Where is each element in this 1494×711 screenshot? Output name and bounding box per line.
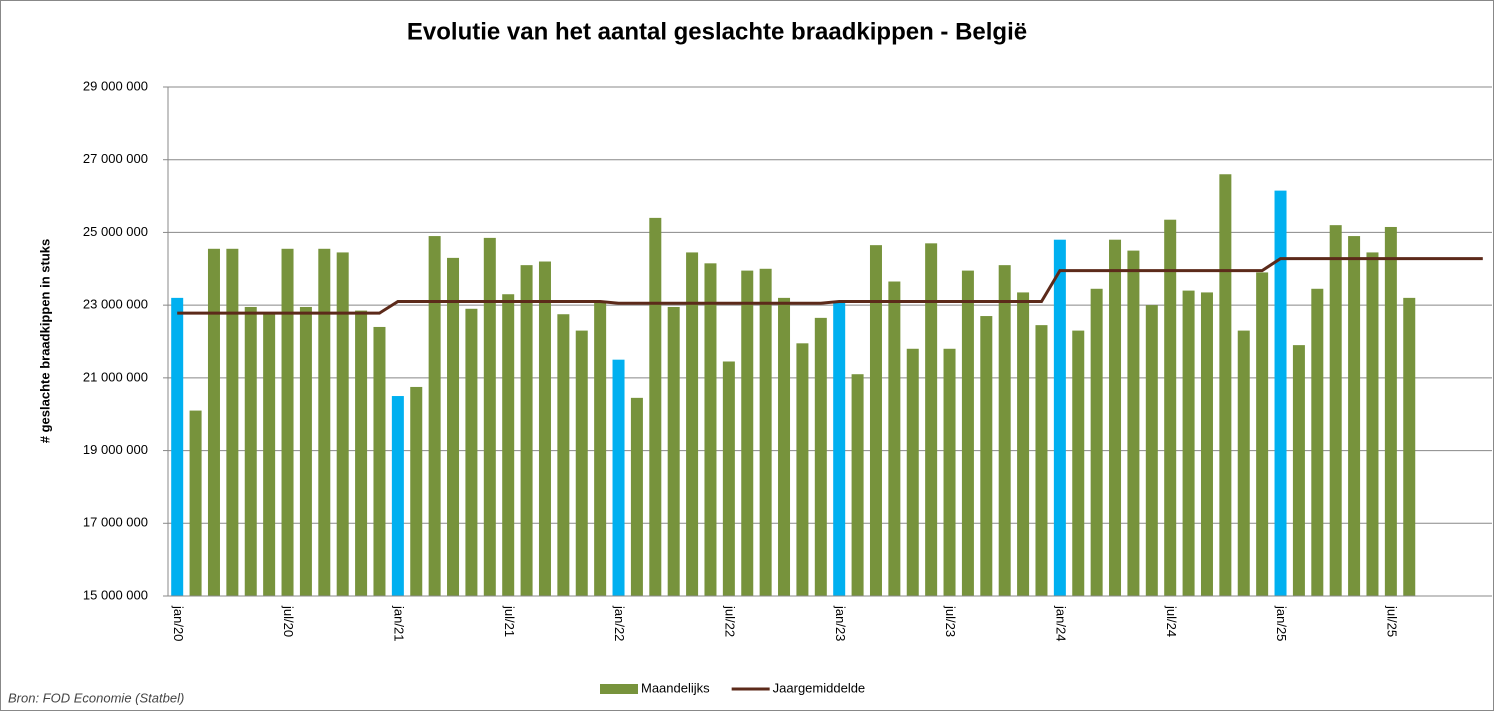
bar: [575, 330, 588, 596]
y-tick-label: 27 000 000: [83, 151, 148, 166]
bar: [961, 270, 974, 596]
bar: [1053, 239, 1066, 596]
bar: [1109, 239, 1122, 596]
bar: [1072, 330, 1085, 596]
x-tick-label: jan/23: [833, 605, 848, 641]
bar: [1127, 250, 1140, 596]
bar: [207, 248, 220, 596]
bar: [410, 386, 423, 596]
bar: [612, 359, 625, 596]
bar: [759, 268, 772, 596]
bar: [1384, 226, 1397, 596]
bar: [980, 316, 993, 596]
bar: [833, 301, 846, 596]
bar: [869, 245, 882, 596]
x-tick-label: jul/22: [722, 605, 737, 637]
bar: [465, 308, 478, 596]
bar: [1182, 290, 1195, 596]
bar: [299, 306, 312, 596]
bar: [796, 343, 809, 596]
bar: [649, 217, 662, 596]
bar: [189, 410, 202, 596]
bar: [906, 348, 919, 596]
y-tick-label: 29 000 000: [83, 78, 148, 93]
bar: [814, 317, 827, 596]
y-tick-label: 17 000 000: [83, 515, 148, 530]
line: [177, 257, 1483, 315]
y-tick-label: 25 000 000: [83, 224, 148, 239]
bar: [1017, 292, 1030, 596]
bar: [557, 314, 570, 596]
bar: [1145, 305, 1158, 596]
y-tick-label: 15 000 000: [83, 587, 148, 602]
bar: [851, 374, 864, 596]
bar: [1292, 345, 1305, 596]
bar: [1090, 288, 1103, 596]
bar: [428, 236, 441, 597]
bar: [686, 252, 699, 597]
y-tick-label: 21 000 000: [83, 369, 148, 384]
bar: [594, 301, 607, 596]
bar: [1366, 252, 1379, 597]
bar: [1035, 325, 1048, 596]
bar: [1200, 292, 1213, 596]
bar: [1348, 236, 1361, 597]
bar: [925, 243, 938, 597]
bar: [171, 297, 184, 596]
bar: [263, 312, 276, 596]
bar: [998, 265, 1011, 596]
bar: [502, 294, 515, 596]
bar: [741, 270, 754, 596]
x-tick-label: jul/21: [502, 605, 517, 637]
bar: [1164, 219, 1177, 597]
bar: [667, 306, 680, 596]
bar: [1329, 225, 1342, 596]
y-tick-label: 19 000 000: [83, 442, 148, 457]
bar: [1274, 190, 1287, 596]
bar: [373, 326, 386, 596]
bar: [1256, 272, 1269, 596]
x-tick-label: jan/22: [612, 605, 627, 641]
bar: [1311, 288, 1324, 596]
legend-label: Jaargemiddelde: [773, 680, 866, 695]
legend-swatch: [600, 684, 638, 694]
bar: [778, 297, 791, 596]
bar: [538, 261, 551, 596]
bar: [483, 237, 496, 596]
x-tick-label: jul/20: [281, 605, 296, 637]
source: Bron: FOD Economie (Statbel): [8, 690, 184, 705]
x-tick-label: jan/20: [171, 605, 186, 641]
x-tick-label: jan/24: [1053, 605, 1068, 641]
bar: [722, 361, 735, 596]
legend-label: Maandelijks: [641, 680, 710, 695]
x-tick-label: jul/23: [943, 605, 958, 637]
x-tick-label: jan/25: [1274, 605, 1289, 641]
x-tick-label: jul/24: [1164, 605, 1179, 637]
bar: [447, 257, 460, 596]
bar: [391, 396, 404, 596]
chart-title: Evolutie van het aantal geslachte braadk…: [407, 18, 1027, 45]
bar: [244, 306, 257, 596]
bar: [704, 263, 717, 596]
bar: [520, 265, 533, 596]
y-tick-label: 23 000 000: [83, 297, 148, 312]
bar: [1403, 297, 1416, 596]
y-axis-title: # geslachte braadkippen in stuks: [37, 239, 52, 443]
bar: [1237, 330, 1250, 596]
bar: [281, 248, 294, 596]
bar: [888, 281, 901, 596]
x-tick-label: jul/25: [1384, 605, 1399, 637]
bar: [630, 397, 643, 596]
bar: [943, 348, 956, 596]
bar: [226, 248, 239, 596]
bar: [336, 252, 349, 597]
bar: [1219, 174, 1232, 596]
x-tick-label: jan/21: [391, 605, 406, 641]
bar: [355, 310, 368, 596]
bar: [318, 248, 331, 596]
